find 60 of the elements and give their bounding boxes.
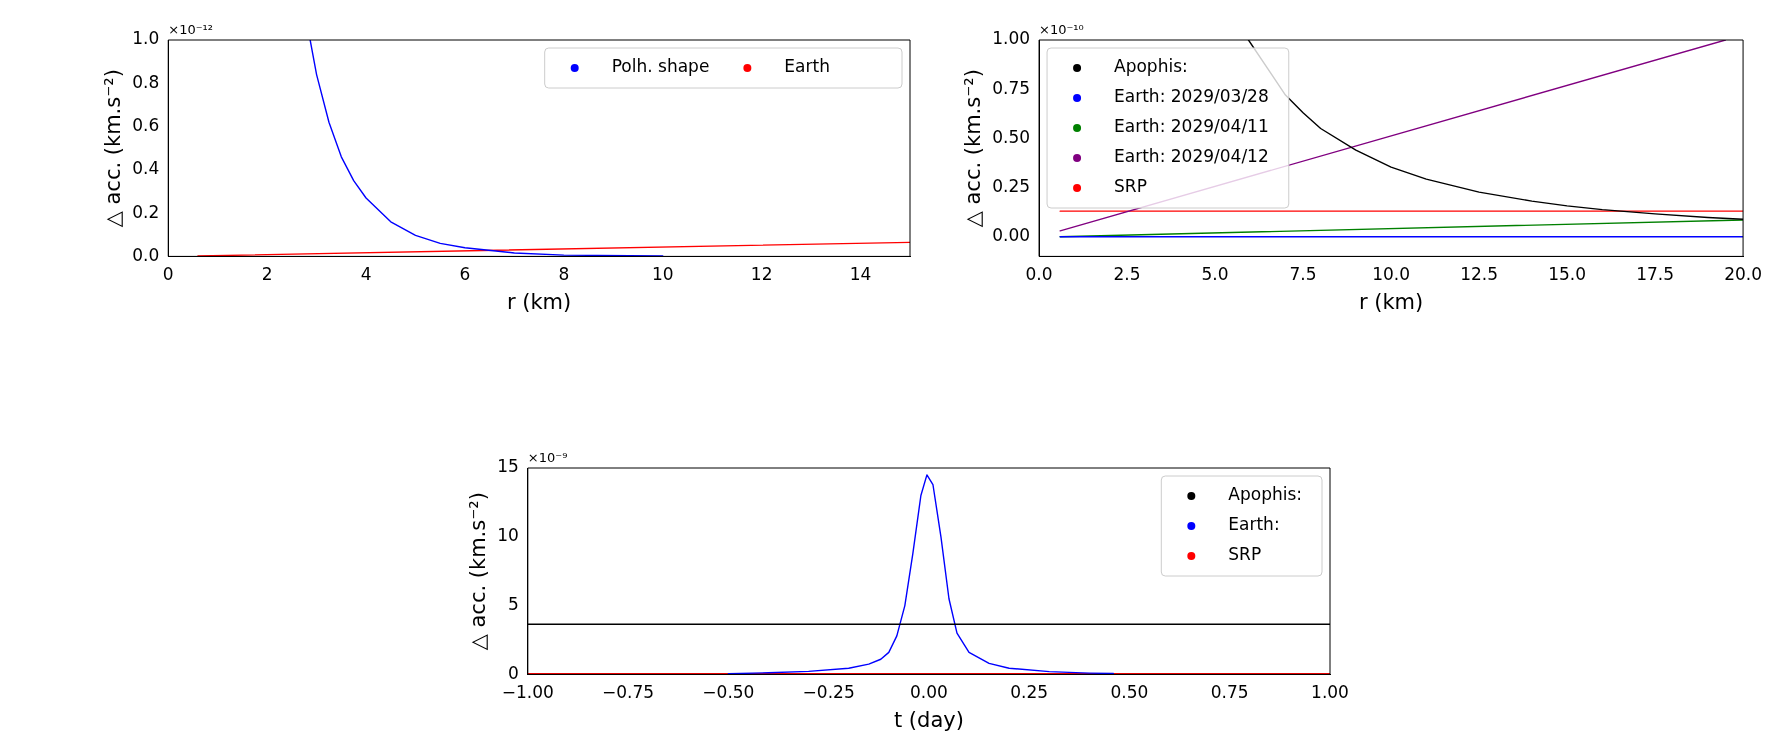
legend-label: Earth: 2029/03/28: [1114, 86, 1269, 107]
x-tick-label: 0.25: [1010, 682, 1049, 703]
x-tick-label: 6: [459, 264, 471, 285]
x-tick-label: 5.0: [1201, 264, 1229, 285]
text: ×10⁻¹²: [168, 21, 213, 37]
x-tick-label: 12: [750, 264, 773, 285]
x-tick-label: 20.0: [1724, 264, 1762, 285]
x-axis-title: t (day): [893, 707, 964, 732]
x-tick-label: 0: [162, 264, 174, 285]
x-tick-label: 7.5: [1289, 264, 1317, 285]
x-tick-label: −0.50: [702, 682, 755, 703]
x-tick-label: 10: [651, 264, 674, 285]
y-tick-label: 0.25: [992, 175, 1031, 196]
text: ×10⁻⁹: [527, 449, 568, 465]
y-axis-title: △ acc. (km.s⁻²): [466, 492, 491, 651]
legend-label: Earth: 2029/04/11: [1114, 116, 1269, 137]
text: ×10⁻¹⁰: [1039, 21, 1084, 37]
x-tick-label: 17.5: [1636, 264, 1674, 285]
x-axis-title: r (km): [1358, 289, 1424, 314]
legend-label: Apophis:: [1114, 56, 1188, 77]
x-tick-label: 2.5: [1113, 264, 1141, 285]
y-tick-label: 0.00: [992, 225, 1031, 246]
x-tick-label: 10.0: [1372, 264, 1410, 285]
legend-label: Earth:: [1228, 514, 1280, 535]
x-tick-label: 0.75: [1210, 682, 1249, 703]
x-tick-label: −0.25: [802, 682, 855, 703]
legend-label: Earth: 2029/04/12: [1114, 146, 1269, 167]
legend-label: Apophis:: [1228, 484, 1303, 505]
y-axis-title: △ acc. (km.s⁻²): [961, 69, 986, 228]
x-tick-label: 12.5: [1460, 264, 1498, 285]
x-tick-label: 4: [360, 264, 372, 285]
x-tick-label: 8: [558, 264, 570, 285]
x-tick-label: −1.00: [501, 682, 554, 703]
y-tick-label: 1.0: [132, 28, 160, 49]
x-tick-label: 0.0: [1025, 264, 1053, 285]
y-tick-label: 5: [508, 594, 519, 615]
x-tick-label: −0.75: [602, 682, 655, 703]
y-tick-label: 10: [497, 525, 519, 546]
legend-label: SRP: [1228, 544, 1262, 565]
y-tick-label: 0.4: [132, 158, 160, 179]
y-tick-label: 0.6: [132, 114, 160, 135]
y-tick-label: 1.00: [992, 28, 1031, 49]
y-tick-label: 0.8: [132, 71, 160, 92]
x-tick-label: 15.0: [1548, 264, 1586, 285]
y-tick-label: 0.50: [992, 126, 1031, 147]
y-tick-label: 0: [508, 662, 519, 683]
legend-label: Earth: [784, 56, 830, 77]
y-tick-label: 0.2: [132, 201, 160, 222]
y-tick-label: 0.75: [992, 77, 1031, 98]
legend-label: Polh. shape: [611, 56, 710, 77]
x-tick-label: 14: [849, 264, 872, 285]
y-tick-label: 15: [497, 456, 519, 477]
x-tick-label: 0.50: [1110, 682, 1149, 703]
x-tick-label: 2: [261, 264, 273, 285]
x-tick-label: 1.00: [1311, 682, 1349, 703]
y-axis-title: △ acc. (km.s⁻²): [101, 69, 126, 228]
x-tick-label: 0.00: [909, 682, 948, 703]
legend-label: SRP: [1114, 176, 1147, 197]
x-axis-title: r (km): [506, 289, 572, 314]
y-tick-label: 0.0: [132, 244, 160, 265]
